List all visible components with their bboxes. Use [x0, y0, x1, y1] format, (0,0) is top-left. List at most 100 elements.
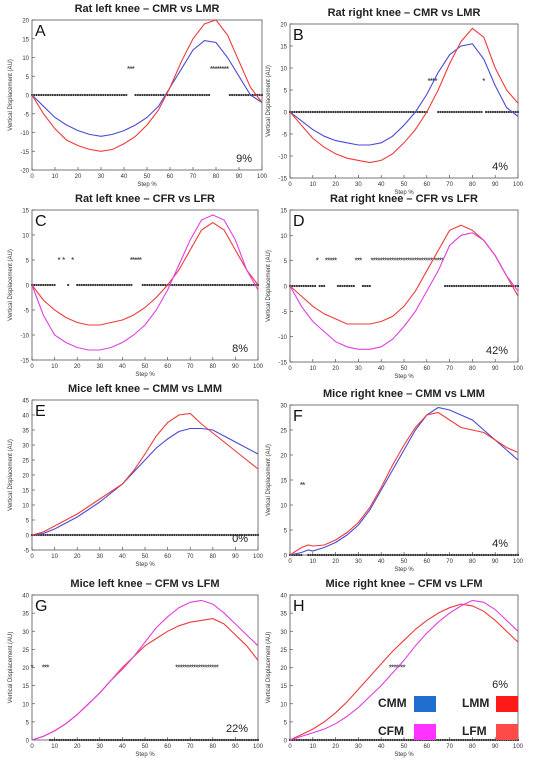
percentage-annotation: 42% [486, 345, 508, 357]
significance-star: * [186, 664, 189, 673]
nonsignificant-point [116, 283, 119, 287]
nonsignificant-point [446, 553, 449, 557]
panel-b: Rat right knee – CMR vs LMR B -15 -10 -5 0 5 10… [266, 7, 524, 196]
nonsignificant-point [164, 738, 167, 742]
nonsignificant-point [109, 93, 112, 97]
nonsignificant-point [195, 283, 199, 287]
x-tick-label: 70 [187, 554, 194, 560]
nonsignificant-point [507, 110, 510, 114]
nonsignificant-point [304, 738, 308, 742]
nonsignificant-point [128, 738, 131, 742]
nonsignificant-point [498, 110, 501, 114]
nonsignificant-point [505, 110, 508, 114]
nonsignificant-point [166, 93, 169, 97]
nonsignificant-point [87, 533, 90, 537]
significance-star: * [398, 664, 401, 673]
nonsignificant-point [389, 110, 392, 114]
nonsignificant-point [93, 93, 96, 97]
y-tick-label: 25 [22, 459, 29, 465]
nonsignificant-point [177, 738, 180, 742]
y-tick-label: 40 [280, 594, 287, 600]
nonsignificant-point [182, 533, 185, 537]
nonsignificant-point [73, 533, 77, 537]
x-tick-label: 10 [309, 366, 316, 372]
nonsignificant-point [44, 533, 47, 537]
nonsignificant-point [329, 738, 333, 742]
series-line-2 [289, 599, 519, 741]
significance-star: * [180, 664, 183, 673]
nonsignificant-point [186, 738, 190, 742]
nonsignificant-point [150, 93, 153, 97]
nonsignificant-point [123, 283, 126, 287]
x-tick-label: 60 [423, 559, 430, 565]
legend: CMM LMM CFM LFM [372, 694, 522, 752]
nonsignificant-point [446, 110, 449, 114]
nonsignificant-point [236, 738, 239, 742]
significance-star: * [177, 664, 180, 673]
nonsignificant-point [494, 284, 497, 288]
x-tick-label: 0 [288, 366, 292, 372]
panel-title: Mice left knee – CFM vs LFM [70, 578, 219, 590]
nonsignificant-point [122, 93, 126, 97]
series-line-2 [31, 214, 259, 351]
significance-star: * [214, 65, 217, 74]
x-tick-label: 20 [332, 182, 339, 188]
nonsignificant-point [218, 283, 221, 287]
nonsignificant-point [141, 283, 144, 287]
nonsignificant-point [359, 553, 362, 557]
nonsignificant-point [39, 283, 43, 287]
significance-star: * [386, 257, 389, 266]
nonsignificant-point [111, 93, 114, 97]
nonsignificant-point [316, 553, 319, 557]
nonsignificant-point [441, 738, 444, 742]
nonsignificant-point [469, 738, 472, 742]
nonsignificant-point [150, 533, 153, 537]
nonsignificant-point [130, 283, 133, 287]
series-line-1 [31, 618, 259, 741]
y-tick-label: 15 [22, 209, 29, 215]
nonsignificant-point [475, 738, 479, 742]
nonsignificant-point [464, 110, 467, 114]
nonsignificant-point [482, 284, 485, 288]
nonsignificant-point [71, 738, 74, 742]
y-tick-label: -10 [278, 335, 287, 341]
nonsignificant-point [254, 738, 257, 742]
nonsignificant-point [348, 110, 351, 114]
x-tick-label: 70 [446, 182, 453, 188]
nonsignificant-point [448, 110, 451, 114]
significance-star: * [393, 664, 396, 673]
nonsignificant-point [130, 738, 133, 742]
nonsignificant-point [480, 738, 483, 742]
nonsignificant-point [123, 533, 126, 537]
nonsignificant-point [416, 110, 419, 114]
nonsignificant-point [96, 738, 99, 742]
nonsignificant-point [500, 284, 504, 288]
x-tick-label: 40 [378, 366, 385, 372]
nonsignificant-point [475, 284, 479, 288]
nonsignificant-point [402, 110, 406, 114]
nonsignificant-point [193, 533, 196, 537]
nonsignificant-point [189, 283, 192, 287]
x-tick-label: 50 [144, 174, 151, 180]
nonsignificant-point [313, 284, 317, 288]
nonsignificant-point [244, 93, 247, 97]
significance-star: * [416, 257, 419, 266]
nonsignificant-point [97, 93, 100, 97]
nonsignificant-point [134, 93, 137, 97]
nonsignificant-point [418, 110, 422, 114]
nonsignificant-point [361, 553, 365, 557]
nonsignificant-point [475, 553, 479, 557]
nonsignificant-point [450, 284, 453, 288]
nonsignificant-point [231, 93, 234, 97]
nonsignificant-point [459, 284, 463, 288]
nonsignificant-point [213, 738, 217, 742]
nonsignificant-point [184, 283, 187, 287]
nonsignificant-point [100, 283, 104, 287]
nonsignificant-point [143, 738, 147, 742]
nonsignificant-point [457, 284, 460, 288]
nonsignificant-point [186, 283, 190, 287]
nonsignificant-point [325, 110, 328, 114]
nonsignificant-point [218, 533, 221, 537]
nonsignificant-point [345, 110, 349, 114]
nonsignificant-point [155, 283, 158, 287]
